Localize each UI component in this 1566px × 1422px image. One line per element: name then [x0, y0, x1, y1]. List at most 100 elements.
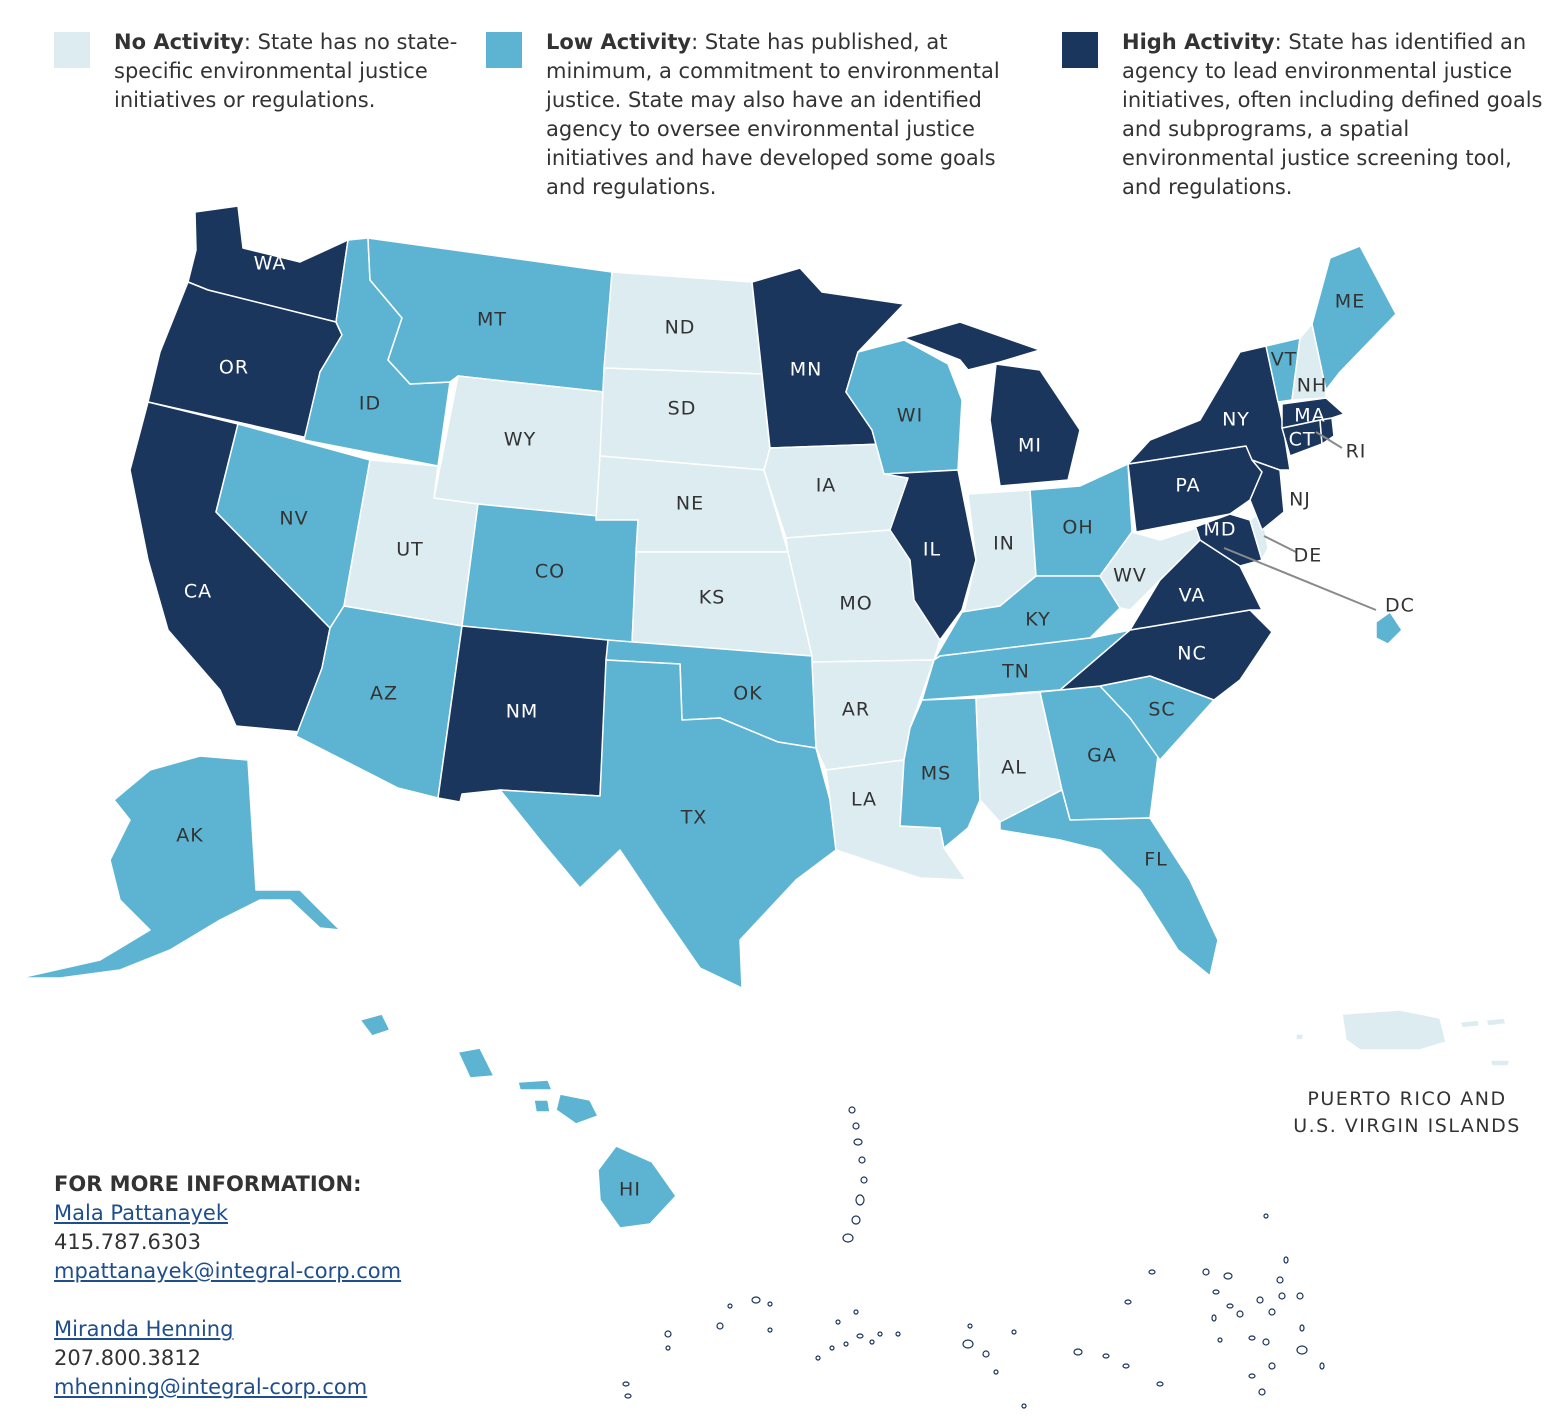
contact-email-link[interactable]: mhenning@integral-corp.com — [54, 1375, 368, 1399]
state-pr-islet — [1459, 1019, 1481, 1029]
islet — [1268, 1308, 1276, 1316]
islet — [1278, 1292, 1286, 1300]
state-ny[interactable] — [1127, 345, 1291, 471]
legend-text-no-activity: No Activity: State has no state-specific… — [114, 28, 464, 115]
islet — [624, 1393, 632, 1399]
state-label-ri: RI — [1346, 441, 1367, 463]
contact-heading: FOR MORE INFORMATION: — [54, 1172, 362, 1196]
islet — [1268, 1362, 1276, 1370]
state-label-ny: NY — [1222, 409, 1250, 431]
islet — [1011, 1329, 1017, 1335]
contact-name-link[interactable]: Mala Pattanayek — [54, 1201, 228, 1225]
state-fl[interactable] — [999, 789, 1219, 977]
islet — [767, 1327, 773, 1333]
legend-text-high-activity: High Activity: State has identified an a… — [1122, 28, 1552, 202]
islet — [962, 1339, 974, 1349]
state-label-il: IL — [923, 539, 941, 561]
state-label-ky: KY — [1025, 609, 1050, 631]
islet — [1124, 1299, 1132, 1305]
state-hi[interactable] — [359, 1013, 677, 1229]
state-label-nc: NC — [1177, 643, 1206, 665]
dc-leader-line — [1223, 547, 1377, 611]
state-tx[interactable] — [499, 659, 837, 989]
state-label-tx: TX — [680, 807, 708, 829]
state-label-ga: GA — [1087, 745, 1117, 767]
territories-caption-line: PUERTO RICO AND — [1307, 1088, 1507, 1110]
islet — [1283, 1256, 1289, 1264]
states-layer — [19, 205, 1447, 1229]
state-label-pa: PA — [1175, 475, 1200, 497]
islet — [1073, 1348, 1083, 1356]
islet — [853, 1309, 859, 1315]
de-leader-line — [1263, 535, 1297, 553]
islet — [1319, 1362, 1325, 1370]
state-label-de: DE — [1294, 545, 1323, 567]
state-label-nm: NM — [506, 701, 539, 723]
contact-email-link[interactable]: mpattanayek@integral-corp.com — [54, 1259, 402, 1283]
state-label-me: ME — [1335, 291, 1365, 313]
state-pr-islet — [1485, 1017, 1507, 1027]
islet — [1263, 1213, 1269, 1219]
state-label-ok: OK — [733, 683, 762, 705]
islet — [993, 1369, 999, 1375]
state-labels: WA OR CA ID MT NV UT AZ WY CO NM ND SD N… — [176, 253, 1414, 1201]
islet — [855, 1194, 865, 1206]
territories-caption-line: U.S. VIRGIN ISLANDS — [1293, 1115, 1521, 1137]
state-nh[interactable] — [1291, 323, 1327, 401]
state-label-wi: WI — [897, 405, 923, 427]
islet — [1156, 1381, 1164, 1387]
islet — [829, 1345, 835, 1351]
islet — [664, 1330, 672, 1338]
islet — [1248, 1373, 1256, 1379]
islet — [835, 1319, 841, 1325]
islet — [1248, 1335, 1256, 1341]
islet — [1202, 1268, 1210, 1276]
islet — [1021, 1403, 1027, 1409]
contact-phone: 415.787.6303 — [54, 1230, 201, 1254]
islet — [716, 1322, 724, 1330]
islet — [815, 1355, 821, 1361]
islet — [982, 1350, 990, 1358]
islet — [665, 1345, 671, 1351]
islet — [856, 1333, 864, 1339]
contact-spacer — [54, 1286, 401, 1315]
state-label-mt: MT — [477, 309, 507, 331]
state-label-sc: SC — [1148, 699, 1175, 721]
islet — [895, 1331, 901, 1337]
islet — [853, 1138, 863, 1146]
state-label-ms: MS — [921, 763, 951, 785]
state-label-in: IN — [993, 533, 1015, 555]
state-label-nd: ND — [665, 317, 696, 339]
legend-text-low-activity: Low Activity: State has published, at mi… — [546, 28, 1016, 202]
legend-title: High Activity — [1122, 30, 1275, 54]
state-dc[interactable] — [1375, 611, 1403, 645]
islet — [860, 1176, 868, 1184]
islet — [1226, 1303, 1234, 1309]
state-label-ne: NE — [676, 493, 704, 515]
state-label-id: ID — [359, 393, 381, 415]
state-me[interactable] — [1311, 245, 1397, 391]
state-label-nh: NH — [1297, 375, 1328, 397]
state-label-oh: OH — [1062, 517, 1093, 539]
contact-name-link[interactable]: Miranda Henning — [54, 1317, 234, 1341]
pacific-islets — [622, 1106, 1325, 1409]
islet — [751, 1296, 761, 1304]
state-label-mi: MI — [1018, 435, 1042, 457]
state-label-ia: IA — [816, 475, 837, 497]
islet — [1299, 1324, 1305, 1332]
state-pr-islet — [1295, 1033, 1305, 1041]
state-il[interactable] — [883, 469, 977, 641]
islet — [767, 1301, 773, 1307]
islet — [1223, 1272, 1233, 1280]
legend-title: Low Activity — [546, 30, 692, 54]
islet — [1122, 1363, 1130, 1369]
legend-swatch-low-activity — [486, 32, 522, 68]
legend-description: : State has identified an agency to lead… — [1122, 30, 1543, 199]
state-pr[interactable] — [1341, 1009, 1447, 1051]
state-label-ak: AK — [176, 825, 203, 847]
state-label-nv: NV — [279, 508, 308, 530]
state-label-al: AL — [1001, 757, 1027, 779]
state-ak[interactable] — [19, 755, 341, 979]
state-mi[interactable] — [903, 321, 1081, 487]
